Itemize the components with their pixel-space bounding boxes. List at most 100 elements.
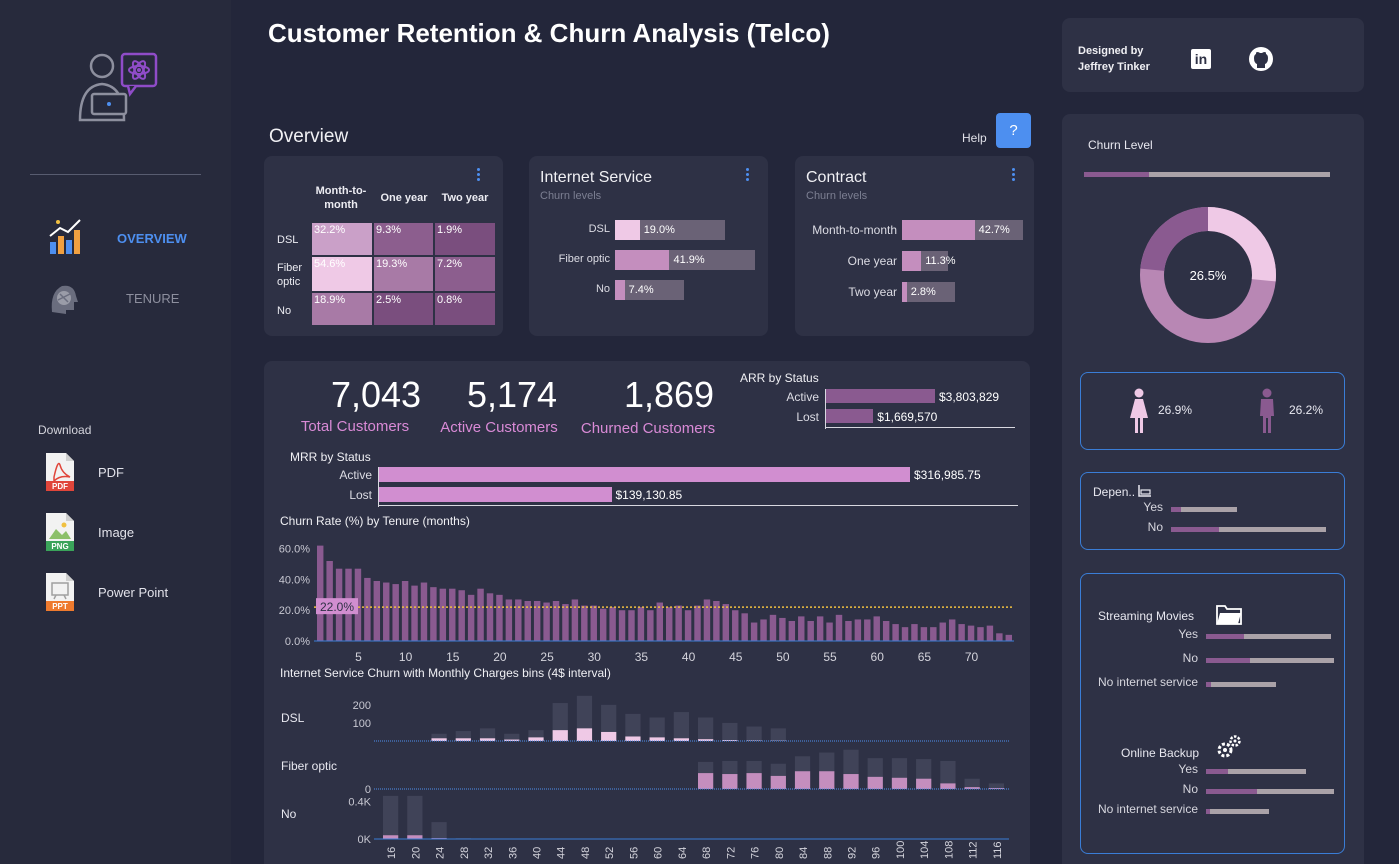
x-tick-label: 88 (822, 847, 834, 859)
x-tick-label: 104 (919, 841, 931, 859)
internet-service-subtitle: Churn levels (540, 190, 602, 202)
mini-bar-fill (1171, 527, 1220, 532)
tenure-bar (722, 604, 730, 641)
internet-service-menu-icon[interactable] (742, 167, 752, 185)
x-tick-label: 64 (677, 847, 689, 859)
total-bar (601, 704, 617, 741)
x-tick-label: 80 (774, 847, 786, 859)
dependents-card: Depen.. Yes No (1080, 472, 1345, 550)
download-powerpoint-button[interactable]: PPT Power Point (44, 570, 214, 614)
churn-level-title: Churn Level (1088, 138, 1153, 152)
tenure-bar (411, 585, 418, 641)
x-tick-label: 20 (493, 650, 507, 664)
internet-service-title: Internet Service (540, 169, 653, 186)
download-pdf-button[interactable]: PDF PDF (44, 450, 214, 494)
churned-bar (770, 775, 786, 789)
x-tick-label: 56 (628, 847, 640, 859)
mini-bar-label: No (1182, 651, 1198, 665)
y-tick-label: 0.4K (348, 797, 371, 809)
male-churn-value: 26.2% (1289, 403, 1324, 417)
bar-background (615, 220, 725, 240)
internet-service-card: Internet Service Churn levels DSL 19.0% Fi… (529, 156, 768, 336)
designer-card: Designed by Jeffrey Tinker in (1062, 18, 1364, 92)
y-tick-label: 40.0% (279, 574, 310, 586)
nav-overview-label: OVERVIEW (117, 230, 187, 246)
heatmap-menu-icon[interactable] (473, 167, 483, 185)
churned-bar (601, 731, 617, 741)
heatmap-cell: 18.9% (311, 292, 373, 326)
churned-bar (576, 728, 593, 741)
donut-churn-slice (1140, 207, 1276, 343)
pdf-file-icon: PDF (46, 453, 74, 491)
bar-fill (825, 409, 874, 423)
tenure-bar (750, 622, 758, 641)
kpi-churned-label: Churned Customers (580, 420, 716, 437)
tenure-bar (505, 599, 513, 641)
tenure-bar (515, 599, 522, 641)
mini-bar-fill (1171, 507, 1181, 512)
tenure-bar (590, 605, 597, 641)
tenure-bar (524, 601, 531, 641)
download-image-button[interactable]: PNG Image (44, 510, 214, 554)
tenure-bar (835, 614, 843, 641)
churned-bar (867, 776, 883, 789)
bar-background (902, 282, 955, 302)
svg-text:PDF: PDF (52, 482, 68, 491)
tenure-bar (458, 590, 465, 641)
female-icon (1130, 388, 1148, 433)
churned-bar (504, 739, 520, 741)
tenure-bar (477, 588, 484, 641)
svg-text:PNG: PNG (51, 542, 68, 551)
bar-fill (825, 389, 935, 403)
tenure-head-icon (51, 285, 78, 314)
linkedin-icon[interactable]: in (1191, 49, 1211, 69)
x-tick-label: 60 (653, 847, 665, 859)
male-icon (1260, 388, 1274, 433)
bar-label: No (595, 283, 610, 295)
x-tick-label: 25 (540, 650, 554, 664)
x-tick-label: 108 (943, 841, 955, 859)
x-tick-label: 92 (847, 847, 859, 859)
churned-bar (552, 730, 568, 741)
panel-label: No (281, 807, 297, 821)
svg-text:PPT: PPT (52, 602, 68, 611)
total-bar (479, 728, 496, 741)
nav-overview[interactable]: OVERVIEW (40, 216, 220, 260)
sidebar: OVERVIEW TENURE Download PDF PDF PNG Ima… (0, 0, 231, 864)
mini-bar-bg (1171, 507, 1237, 512)
tenure-bar (599, 608, 607, 641)
x-tick-label: 5 (355, 650, 362, 664)
github-icon[interactable] (1249, 47, 1273, 71)
mini-bar-label: No internet service (1097, 675, 1198, 689)
x-tick-label: 32 (483, 847, 495, 859)
mini-bar-bg (1206, 789, 1334, 794)
bar-label: Two year (848, 285, 897, 299)
total-bar (625, 713, 641, 741)
total-bar (528, 730, 544, 741)
download-pdf-label: PDF (98, 464, 124, 480)
tenure-bar (609, 607, 616, 641)
donut-center-label: 26.5% (1190, 268, 1227, 283)
help-button[interactable]: ? (996, 113, 1031, 148)
contract-menu-icon[interactable] (1008, 167, 1018, 185)
bar-value: 41.9% (673, 254, 705, 266)
page-title: Customer Retention & Churn Analysis (Tel… (268, 18, 830, 48)
total-bar (988, 783, 1004, 789)
x-tick-label: 24 (435, 847, 447, 859)
churned-bar (407, 835, 423, 839)
download-image-label: Image (98, 524, 135, 540)
churned-bar (794, 771, 811, 789)
reference-label: 22.0% (320, 600, 354, 614)
mini-bar-fill (1206, 789, 1258, 794)
mini-bar-bg (1171, 527, 1326, 532)
y-tick-label: 60.0% (279, 544, 310, 556)
x-tick-label: 96 (871, 847, 883, 859)
tenure-bar (732, 610, 739, 641)
tenure-bar (439, 588, 447, 641)
nav-tenure[interactable]: TENURE (40, 276, 220, 320)
x-tick-label: 112 (968, 841, 980, 859)
services-card: Streaming Movies Yes No No internet servic… (1080, 573, 1345, 854)
x-tick-label: 60 (871, 650, 885, 664)
tenure-bar (901, 627, 909, 641)
x-tick-label: 68 (701, 847, 713, 859)
